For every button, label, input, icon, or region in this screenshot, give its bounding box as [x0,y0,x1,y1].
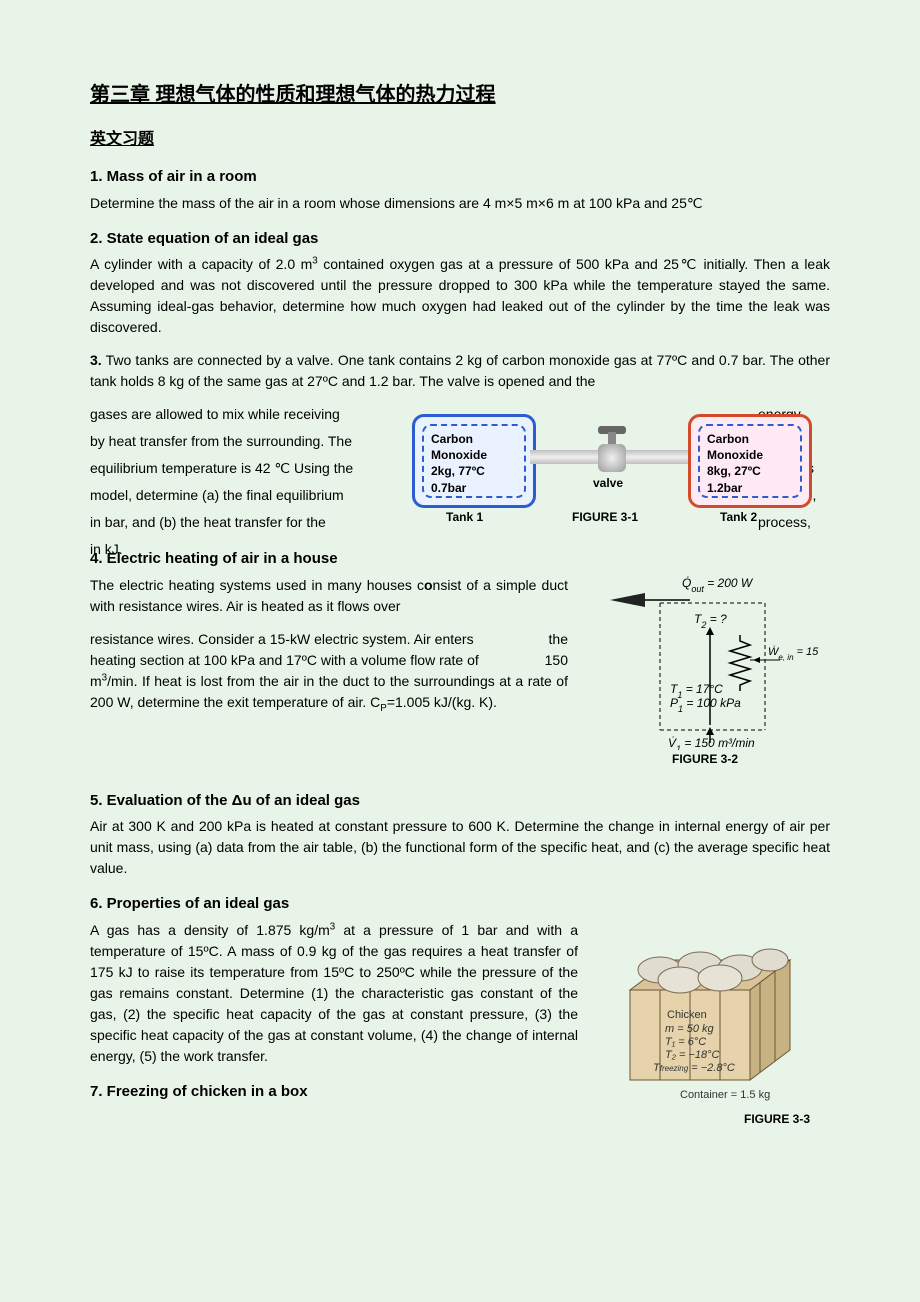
subheader: 英文习题 [90,128,830,152]
p4-d: heating section at 100 kPa and 17ºC with… [90,650,479,671]
p5-body: Air at 300 K and 200 kPa is heated at co… [90,816,830,879]
svg-text:m = 50 kg: m = 50 kg [665,1023,714,1035]
p1-title: 1. Mass of air in a room [90,166,830,189]
svg-text:T₂ = −18°C: T₂ = −18°C [665,1049,720,1061]
p2-title: 2. State equation of an ideal gas [90,228,830,251]
figure-3-2: Q̇out = 200 W T2 = ? Ẇe, in = 15 kW T1 =… [580,575,830,768]
p3-c1: gases are allowed to mix while receiving [90,404,340,425]
p5-title: 5. Evaluation of the Δu of an ideal gas [90,790,830,813]
p2-body: A cylinder with a capacity of 2.0 m3 con… [90,254,830,338]
p3-c2: by heat transfer from the surrounding. T… [90,431,352,452]
p6-title: 6. Properties of an ideal gas [90,893,830,916]
tank2-label: Tank 2 [720,508,757,526]
valve-body [598,444,626,472]
p3-intro: 3. Two tanks are connected by a valve. O… [90,350,830,392]
svg-text:Container = 1.5 kg: Container = 1.5 kg [680,1089,770,1101]
p3-c5: in bar, and (b) the heat transfer for th… [90,512,326,533]
tank-1: Carbon Monoxide 2kg, 77ºC 0.7bar [412,414,536,508]
figure-3-1-caption: FIGURE 3-1 [572,508,638,526]
tank1-label: Tank 1 [446,508,483,526]
svg-text:Chicken: Chicken [667,1009,707,1021]
chapter-title: 第三章 理想气体的性质和理想气体的热力过程 [90,80,830,110]
p4-c: resistance wires. Consider a 15-kW elect… [90,629,474,650]
svg-text:V̇1 = 150 m³/min: V̇1 = 150 m³/min [668,736,755,750]
svg-text:T2 = ?: T2 = ? [694,612,727,630]
svg-text:T₁ = 6°C: T₁ = 6°C [665,1036,706,1048]
svg-text:Ẇe, in = 15 kW: Ẇe, in = 15 kW [768,646,820,662]
figure-3-1: Carbon Monoxide 2kg, 77ºC 0.7bar Carbon … [412,408,822,538]
p1-body: Determine the mass of the air in a room … [90,193,830,214]
p3-c4: model, determine (a) the final equilibri… [90,485,344,506]
svg-text:Tfreezing = −2.8°C: Tfreezing = −2.8°C [653,1062,735,1074]
p3-wrap: gases are allowed to mix while receiving… [90,404,830,534]
p4-r1: the [528,629,568,650]
p4-r2: 150 [528,650,568,671]
p3-c3: equilibrium temperature is 42 ℃ Using th… [90,458,353,479]
valve-label: valve [593,474,623,492]
figure-3-2-caption: FIGURE 3-2 [580,750,830,768]
tank-2: Carbon Monoxide 8kg, 27ºC 1.2bar [688,414,812,508]
figure-3-3-caption: FIGURE 3-3 [590,1110,830,1128]
fig32-qout: Q̇out = 200 W [682,576,754,594]
p3-c6: in kJ. [90,541,123,557]
figure-3-3: Chicken m = 50 kg T₁ = 6°C T₂ = −18°C Tf… [590,920,830,1128]
